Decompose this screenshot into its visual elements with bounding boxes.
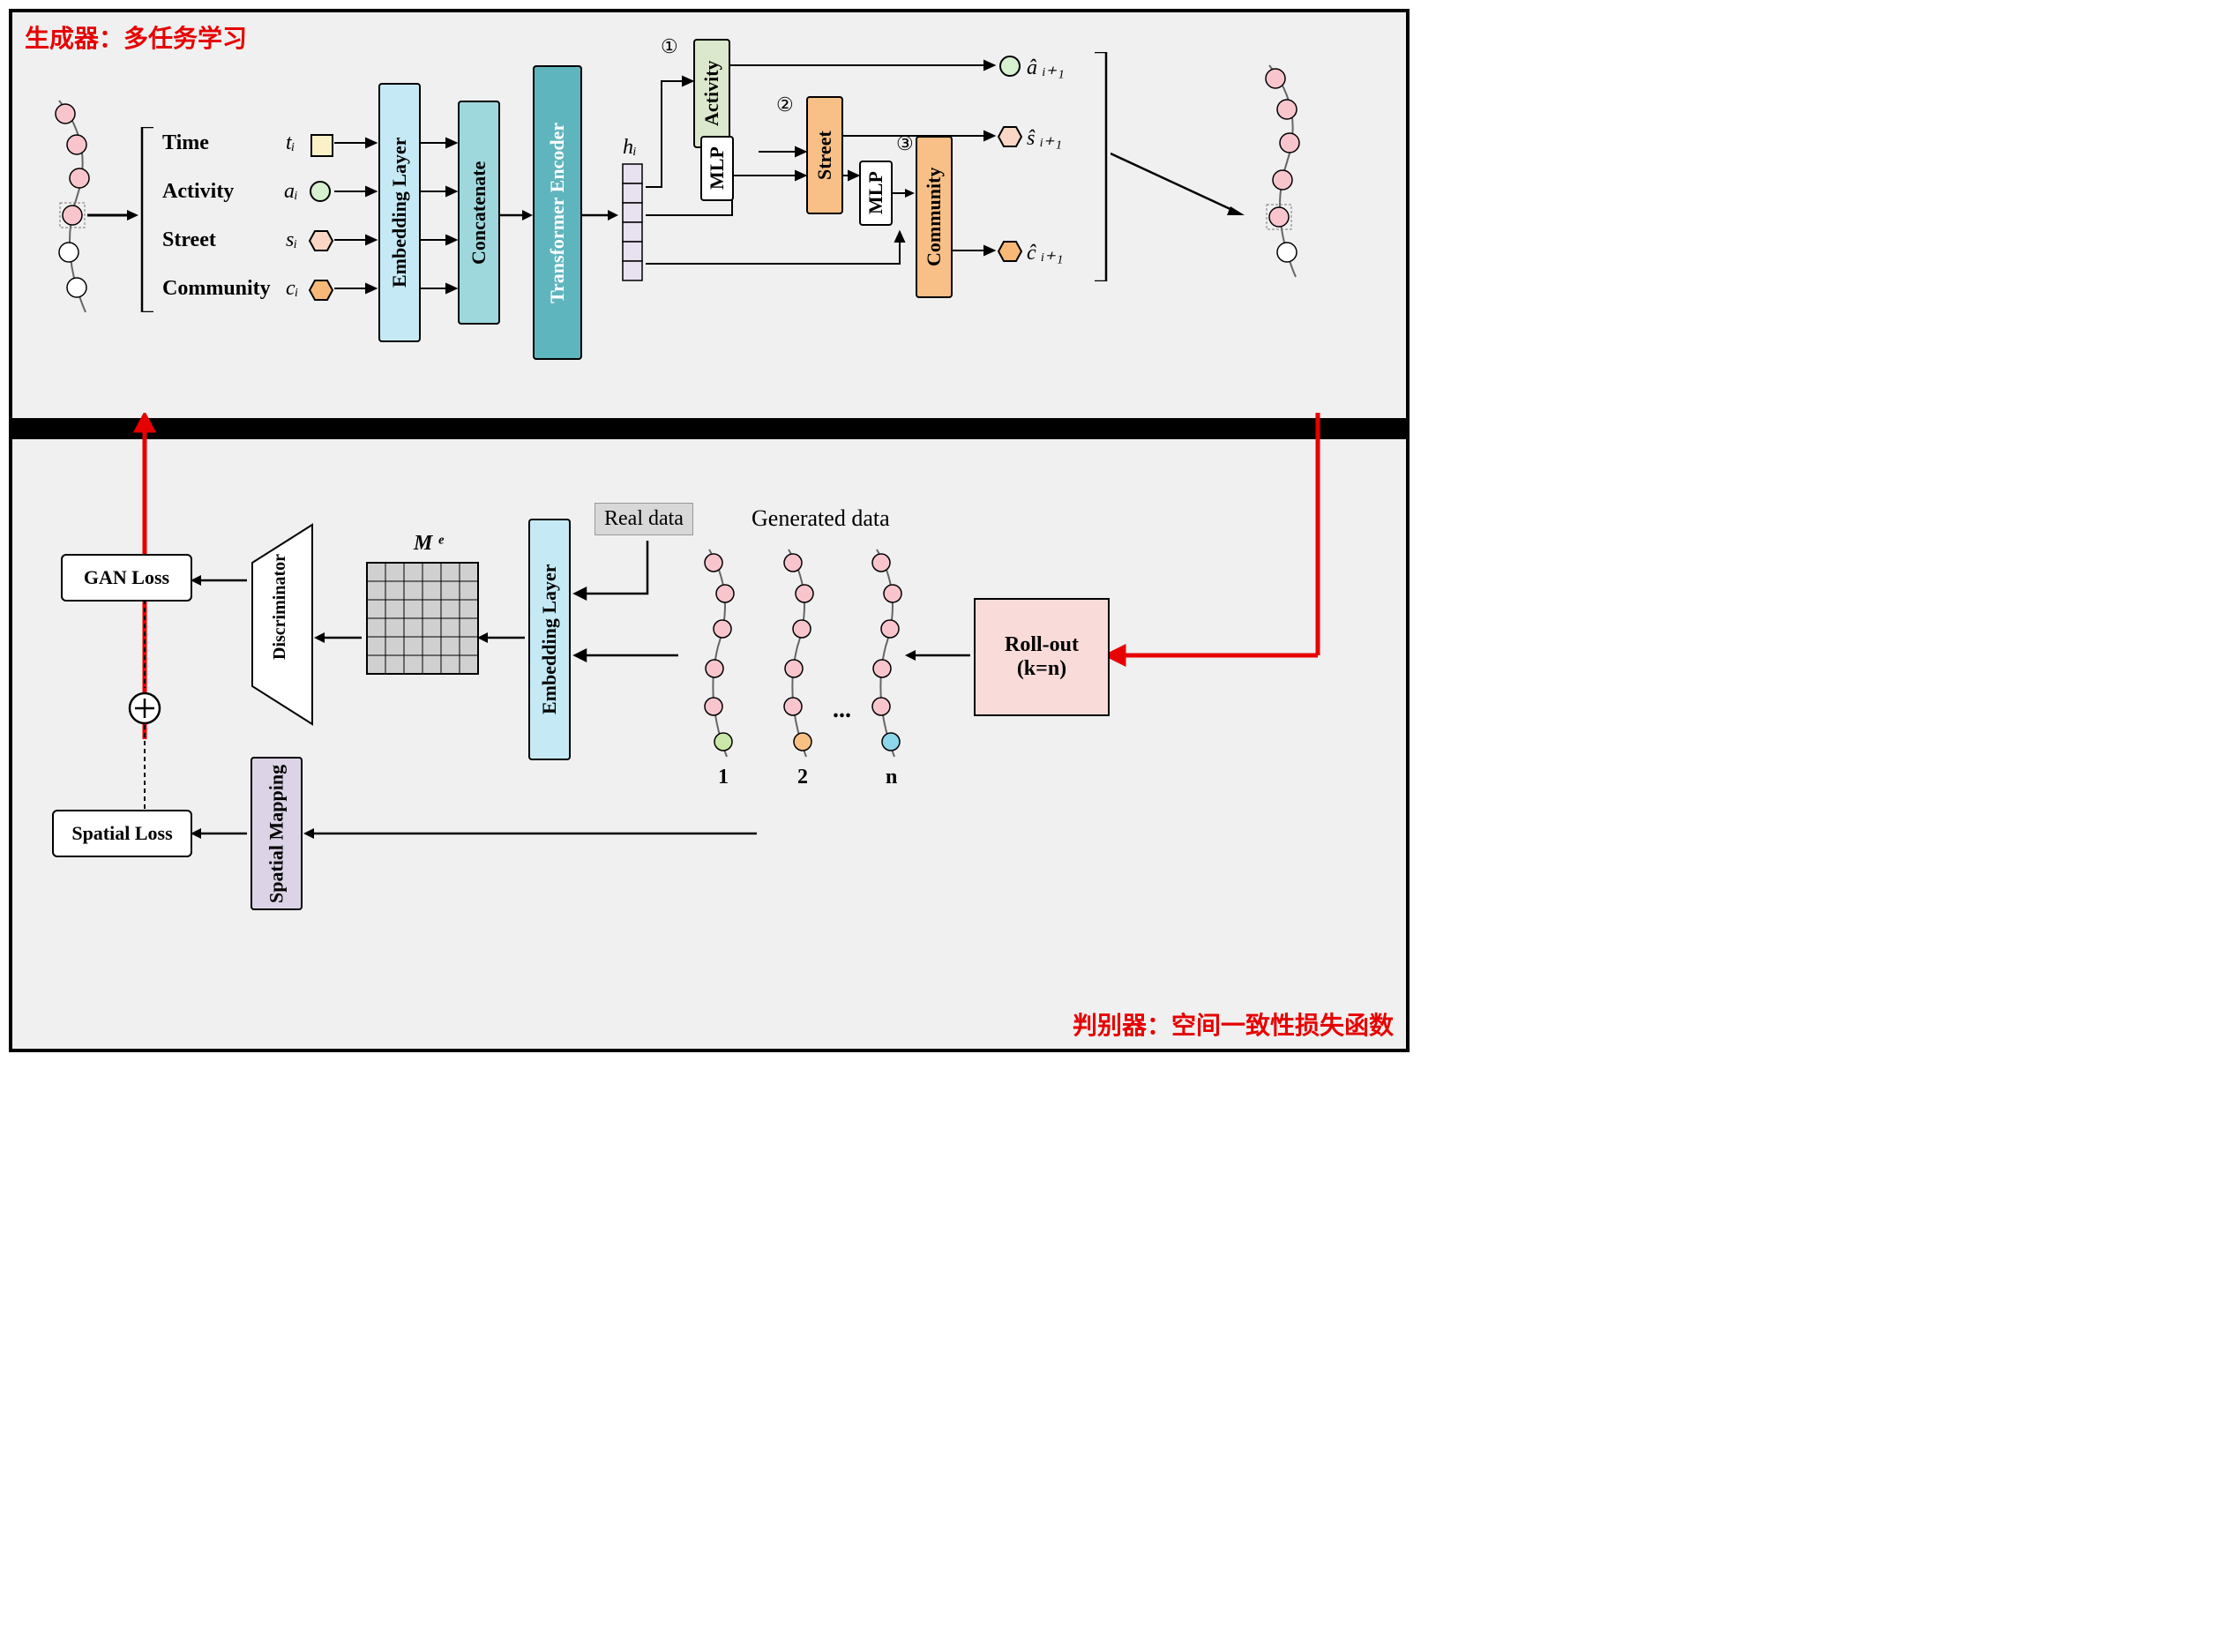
arrow-trans-h — [581, 202, 620, 228]
block-embedding2: Embedding Layer — [528, 519, 571, 760]
traj-1: 1 — [718, 766, 729, 789]
output-arrows — [729, 39, 1064, 330]
rollout-l2: (k=n) — [1017, 657, 1066, 681]
spatialmap-box: Spatial Mapping — [251, 757, 303, 910]
output-trajectory — [1238, 56, 1371, 303]
label-activity: Activity — [162, 180, 234, 204]
dashed-links — [131, 600, 158, 829]
shape-c — [309, 279, 333, 302]
diagram-container: 生成器：多任务学习 Time Activity Street Community… — [9, 9, 1410, 1052]
gen-trajectories: ... — [683, 541, 930, 788]
rollout-l1: Roll-out — [1005, 633, 1079, 657]
realdata-label: Real data — [595, 503, 693, 535]
arrow-concat-trans — [499, 202, 535, 228]
spatialloss-box: Spatial Loss — [52, 810, 192, 857]
out-shape-s — [998, 125, 1022, 148]
num-1: ① — [661, 35, 678, 58]
block-concat: Concatenate — [458, 101, 500, 325]
block-activity: Activity — [693, 39, 730, 148]
svg-text:...: ... — [833, 696, 851, 723]
label-street: Street — [162, 228, 216, 252]
arrows-to-embedding — [334, 127, 378, 321]
sym-c: cᵢ — [286, 277, 298, 301]
arrow-to-traj — [1111, 145, 1252, 215]
traj-n: n — [886, 766, 897, 789]
sym-t: tᵢ — [286, 131, 295, 155]
arrow-sm-sl — [189, 820, 251, 847]
out-shape-c — [998, 240, 1022, 263]
traj-2: 2 — [797, 766, 808, 789]
out-a: â ᵢ₊₁ — [1027, 55, 1065, 80]
h-label: hᵢ — [623, 136, 637, 160]
arrow-disc-gan — [189, 567, 251, 594]
block-transformer: Transformer Encoder — [533, 65, 582, 360]
shape-a — [309, 180, 332, 203]
out-c: ĉ ᵢ₊₁ — [1027, 240, 1063, 265]
rollout-box: Roll-out (k=n) — [974, 598, 1110, 716]
label-community: Community — [162, 277, 271, 301]
shape-s — [309, 229, 333, 252]
arrow-to-spatialmap — [302, 820, 760, 847]
bracket-outputs — [1093, 52, 1111, 281]
matrix-grid — [365, 561, 480, 676]
matrix-label: M ᵉ — [414, 532, 444, 556]
out-s: ŝ ᵢ₊₁ — [1027, 125, 1062, 151]
arrow-traj-inputs — [87, 202, 140, 228]
discriminator-label: Discriminator — [270, 554, 290, 660]
sym-a: aᵢ — [284, 180, 298, 204]
generator-panel: 生成器：多任务学习 Time Activity Street Community… — [12, 12, 1406, 439]
shape-t — [310, 134, 333, 157]
gendata-label: Generated data — [752, 505, 890, 532]
block-embedding: Embedding Layer — [378, 83, 421, 342]
out-shape-a — [998, 55, 1021, 78]
ganloss-box: GAN Loss — [61, 554, 192, 602]
arrows-to-emb2 — [568, 541, 700, 717]
label-time: Time — [162, 131, 209, 155]
arrow-emb-matrix — [475, 624, 528, 651]
discriminator-title: 判别器：空间一致性损失函数 — [1073, 1006, 1394, 1042]
discriminator-panel: 判别器：空间一致性损失函数 Roll-out (k=n) Generated d… — [12, 439, 1406, 1049]
generator-title: 生成器：多任务学习 — [25, 19, 247, 55]
sym-s: sᵢ — [286, 228, 297, 252]
bracket-inputs — [140, 127, 158, 312]
